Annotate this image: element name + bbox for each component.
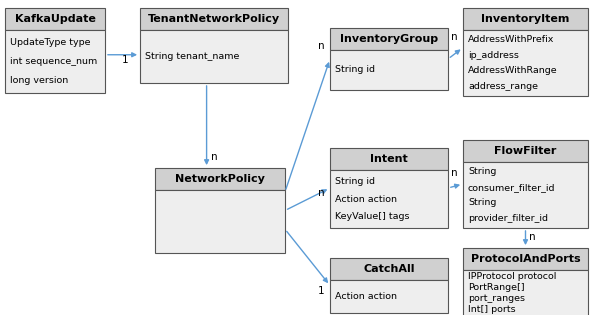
Text: address_range: address_range: [468, 82, 538, 90]
Text: String id: String id: [335, 177, 375, 186]
Bar: [155, 168, 285, 190]
Text: consumer_filter_id: consumer_filter_id: [468, 183, 555, 192]
Bar: [330, 258, 448, 280]
Text: long version: long version: [10, 76, 68, 85]
Text: CatchAll: CatchAll: [363, 264, 415, 274]
Text: 1: 1: [318, 285, 324, 295]
Bar: [330, 170, 448, 228]
Text: AddressWithPrefix: AddressWithPrefix: [468, 36, 554, 44]
Text: n: n: [318, 41, 324, 51]
Bar: [330, 148, 448, 170]
Text: n: n: [451, 32, 458, 42]
Bar: [463, 248, 588, 270]
Text: Intent: Intent: [370, 154, 408, 164]
Text: n: n: [318, 188, 324, 198]
Bar: [463, 30, 588, 96]
Text: UpdateType type: UpdateType type: [10, 38, 91, 47]
Text: String tenant_name: String tenant_name: [145, 52, 239, 61]
Bar: [330, 28, 448, 50]
Bar: [463, 8, 588, 30]
Bar: [140, 8, 288, 30]
Text: String id: String id: [335, 66, 375, 75]
Bar: [330, 50, 448, 90]
Text: n: n: [529, 232, 536, 242]
Bar: [463, 140, 588, 162]
Text: port_ranges: port_ranges: [468, 294, 525, 303]
Text: provider_filter_id: provider_filter_id: [468, 214, 548, 222]
Bar: [330, 280, 448, 313]
Text: Action action: Action action: [335, 292, 397, 301]
Text: AddressWithRange: AddressWithRange: [468, 66, 558, 75]
Text: IPProtocol protocol: IPProtocol protocol: [468, 272, 556, 282]
Text: Action action: Action action: [335, 194, 397, 203]
Text: NetworkPolicy: NetworkPolicy: [175, 174, 265, 184]
Bar: [463, 162, 588, 228]
Text: ip_address: ip_address: [468, 51, 519, 60]
Text: TenantNetworkPolicy: TenantNetworkPolicy: [148, 14, 280, 24]
Bar: [463, 270, 588, 315]
Text: FlowFilter: FlowFilter: [494, 146, 556, 156]
Text: KafkaUpdate: KafkaUpdate: [15, 14, 95, 24]
Text: int sequence_num: int sequence_num: [10, 57, 97, 66]
Text: n: n: [211, 152, 217, 162]
Text: 1: 1: [122, 55, 128, 65]
Text: InventoryItem: InventoryItem: [481, 14, 570, 24]
Text: ProtocolAndPorts: ProtocolAndPorts: [471, 254, 580, 264]
Bar: [5, 8, 105, 30]
Text: Int[] ports: Int[] ports: [468, 305, 516, 313]
Bar: [5, 30, 105, 93]
Bar: [155, 190, 285, 253]
Text: InventoryGroup: InventoryGroup: [340, 34, 438, 44]
Text: KeyValue[] tags: KeyValue[] tags: [335, 212, 410, 221]
Text: PortRange[]: PortRange[]: [468, 283, 525, 292]
Text: String: String: [468, 198, 496, 207]
Text: String: String: [468, 168, 496, 176]
Text: n: n: [451, 168, 458, 178]
Bar: [140, 30, 288, 83]
